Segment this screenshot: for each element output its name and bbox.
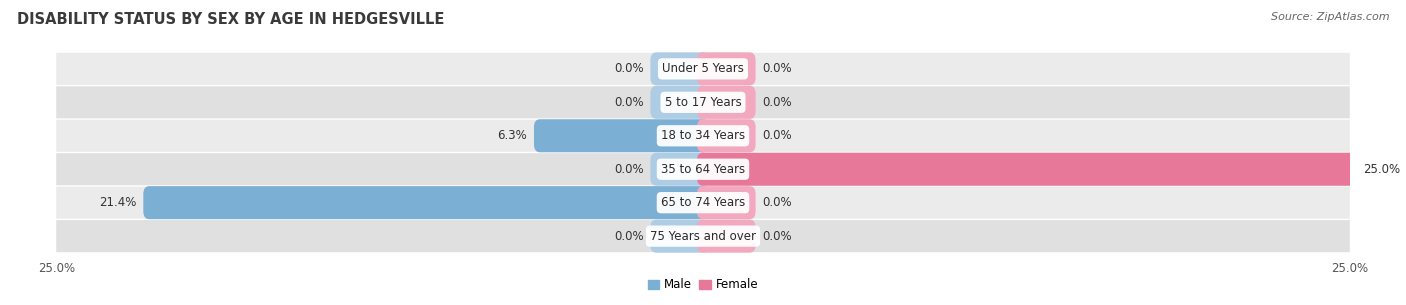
Text: 25.0%: 25.0%	[1362, 163, 1400, 176]
Text: Source: ZipAtlas.com: Source: ZipAtlas.com	[1271, 12, 1389, 22]
Text: Under 5 Years: Under 5 Years	[662, 62, 744, 75]
Text: 5 to 17 Years: 5 to 17 Years	[665, 96, 741, 109]
FancyBboxPatch shape	[143, 186, 709, 219]
FancyBboxPatch shape	[56, 153, 1350, 185]
FancyBboxPatch shape	[697, 153, 1355, 186]
Text: 35 to 64 Years: 35 to 64 Years	[661, 163, 745, 176]
FancyBboxPatch shape	[56, 120, 1350, 152]
FancyBboxPatch shape	[697, 220, 755, 253]
Text: 65 to 74 Years: 65 to 74 Years	[661, 196, 745, 209]
FancyBboxPatch shape	[56, 86, 1350, 118]
FancyBboxPatch shape	[697, 119, 755, 152]
FancyBboxPatch shape	[651, 153, 709, 186]
Text: 75 Years and over: 75 Years and over	[650, 230, 756, 243]
Text: 18 to 34 Years: 18 to 34 Years	[661, 129, 745, 142]
Text: DISABILITY STATUS BY SEX BY AGE IN HEDGESVILLE: DISABILITY STATUS BY SEX BY AGE IN HEDGE…	[17, 12, 444, 27]
Text: 6.3%: 6.3%	[498, 129, 527, 142]
FancyBboxPatch shape	[56, 220, 1350, 252]
Text: 21.4%: 21.4%	[98, 196, 136, 209]
Text: 0.0%: 0.0%	[614, 96, 644, 109]
FancyBboxPatch shape	[697, 86, 755, 119]
Text: 0.0%: 0.0%	[614, 230, 644, 243]
FancyBboxPatch shape	[651, 86, 709, 119]
Text: 0.0%: 0.0%	[614, 62, 644, 75]
Legend: Male, Female: Male, Female	[643, 274, 763, 296]
Text: 0.0%: 0.0%	[614, 163, 644, 176]
Text: 0.0%: 0.0%	[762, 62, 792, 75]
Text: 0.0%: 0.0%	[762, 96, 792, 109]
FancyBboxPatch shape	[534, 119, 709, 152]
Text: 0.0%: 0.0%	[762, 129, 792, 142]
FancyBboxPatch shape	[697, 186, 755, 219]
FancyBboxPatch shape	[56, 53, 1350, 85]
FancyBboxPatch shape	[651, 52, 709, 85]
FancyBboxPatch shape	[56, 187, 1350, 219]
Text: 0.0%: 0.0%	[762, 196, 792, 209]
Text: 0.0%: 0.0%	[762, 230, 792, 243]
FancyBboxPatch shape	[697, 52, 755, 85]
FancyBboxPatch shape	[651, 220, 709, 253]
